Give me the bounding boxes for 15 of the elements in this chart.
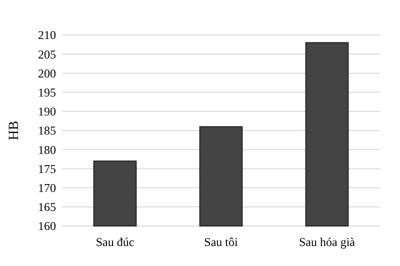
y-tick-label: 210 xyxy=(38,28,56,42)
y-tick-label: 205 xyxy=(38,47,56,62)
y-tick-label: 180 xyxy=(38,142,56,157)
y-tick-label: 160 xyxy=(38,219,56,234)
y-tick-label: 165 xyxy=(38,200,56,214)
y-tick-label: 170 xyxy=(38,181,56,195)
y-tick-label: 175 xyxy=(38,162,56,176)
y-tick-label: 195 xyxy=(38,86,56,100)
x-tick-label: Sau hóa già xyxy=(299,235,356,249)
y-tick-label: 200 xyxy=(38,66,56,80)
y-axis-title: HB xyxy=(7,120,22,140)
x-tick-label: Sau tôi xyxy=(204,235,238,249)
x-tick-label: Sau đúc xyxy=(96,235,134,249)
y-tick-label: 185 xyxy=(38,124,56,138)
y-tick-label: 190 xyxy=(38,104,56,119)
